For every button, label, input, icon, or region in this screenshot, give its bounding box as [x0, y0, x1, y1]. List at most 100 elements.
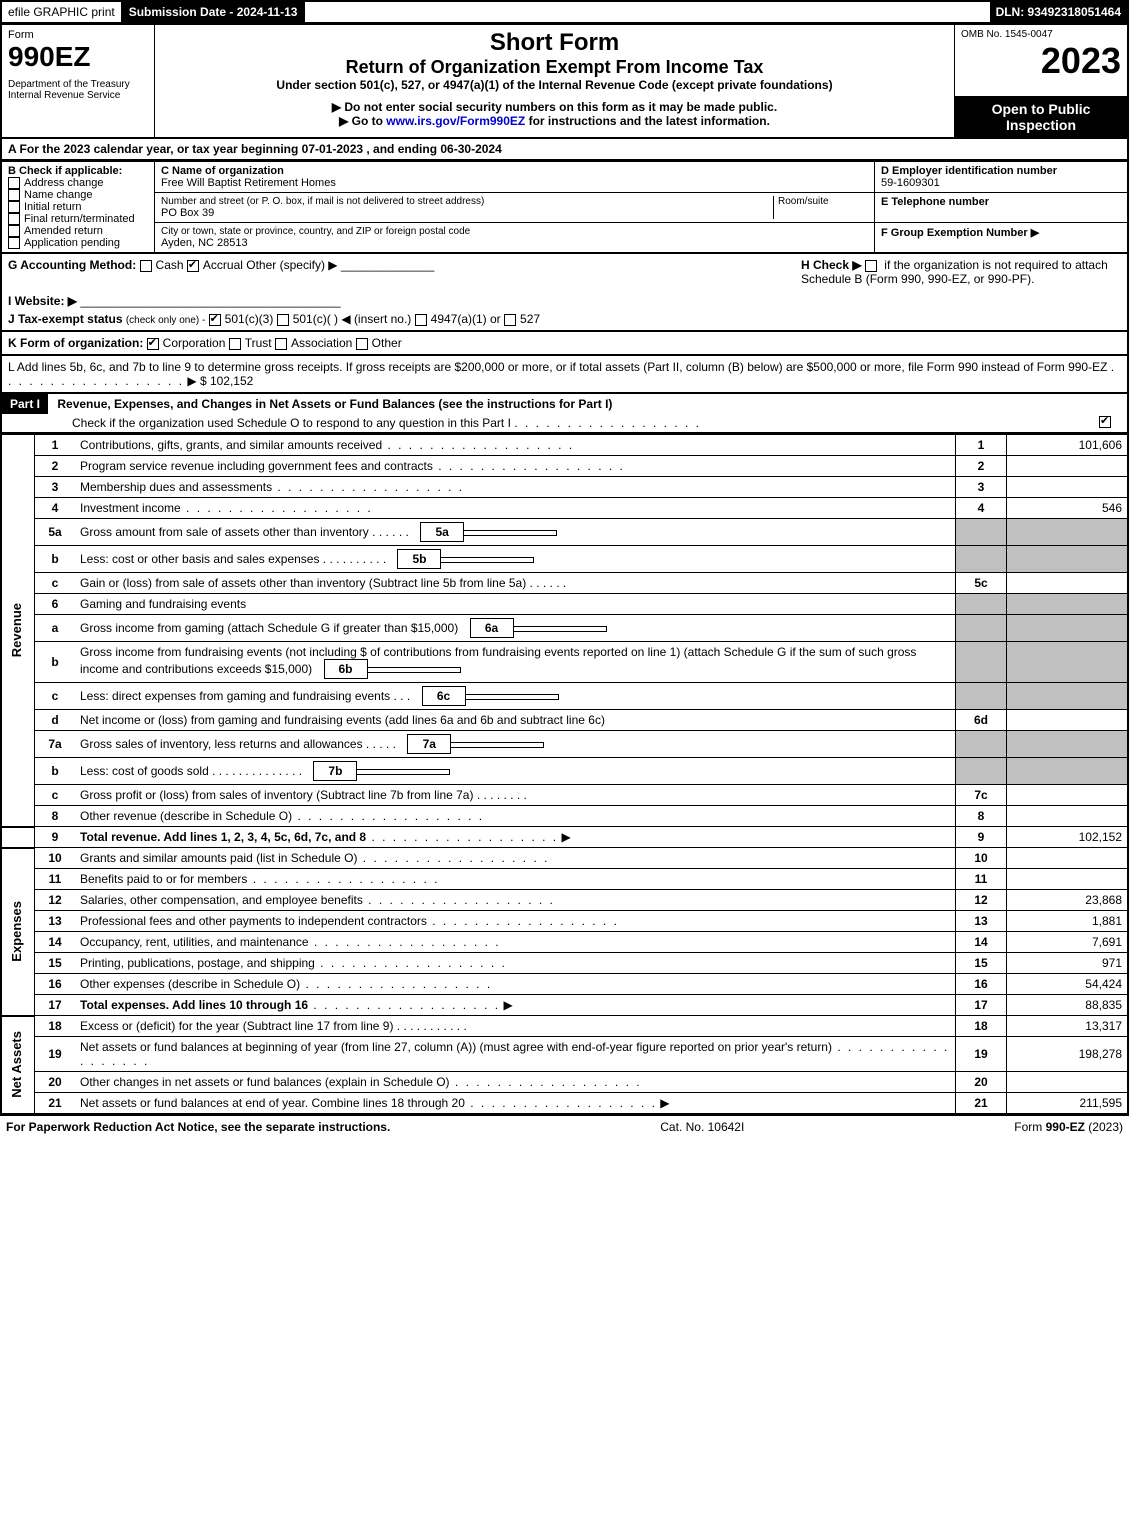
line-6c-num: c: [35, 683, 76, 710]
line-9-num: 9: [35, 827, 76, 848]
subtitle: Under section 501(c), 527, or 4947(a)(1)…: [161, 78, 948, 92]
check-final-return[interactable]: Final return/terminated: [8, 213, 148, 225]
line-3-ref: 3: [956, 477, 1007, 498]
line-6-num: 6: [35, 594, 76, 615]
line-18-ref: 18: [956, 1016, 1007, 1037]
line-18-val: 13,317: [1007, 1016, 1129, 1037]
city-state-zip: Ayden, NC 28513: [161, 237, 868, 249]
check-cash[interactable]: [140, 260, 152, 272]
short-form-title: Short Form: [161, 29, 948, 57]
line-5c-val: [1007, 573, 1129, 594]
line-2-ref: 2: [956, 456, 1007, 477]
line-5a-desc: Gross amount from sale of assets other t…: [75, 519, 956, 546]
line-20-desc: Other changes in net assets or fund bala…: [75, 1072, 956, 1093]
line-21-num: 21: [35, 1093, 76, 1115]
check-other-org[interactable]: [356, 338, 368, 350]
omb-number: OMB No. 1545-0047: [961, 29, 1121, 40]
line-4-val: 546: [1007, 498, 1129, 519]
dept-treasury: Department of the Treasury Internal Reve…: [8, 79, 148, 101]
line-2-val: [1007, 456, 1129, 477]
netassets-side-label: Net Assets: [7, 1027, 26, 1102]
line-6b-num: b: [35, 642, 76, 683]
line-19-desc: Net assets or fund balances at beginning…: [75, 1037, 956, 1072]
line-7c-val: [1007, 785, 1129, 806]
line-14-num: 14: [35, 932, 76, 953]
line-7b-val: [1007, 758, 1129, 785]
line-12-num: 12: [35, 890, 76, 911]
check-4947[interactable]: [415, 314, 427, 326]
line-9-desc: Total revenue. Add lines 1, 2, 3, 4, 5c,…: [75, 827, 956, 848]
line-7c-ref: 7c: [956, 785, 1007, 806]
line-17-val: 88,835: [1007, 995, 1129, 1016]
info-table: B Check if applicable: Address change Na…: [0, 161, 1129, 255]
room-suite-label: Room/suite: [773, 196, 868, 219]
line-6-ref: [956, 594, 1007, 615]
city-label: City or town, state or province, country…: [161, 226, 868, 237]
check-corporation[interactable]: [147, 338, 159, 350]
line-8-desc: Other revenue (describe in Schedule O): [75, 806, 956, 827]
check-501c3[interactable]: [209, 314, 221, 326]
line-11-val: [1007, 869, 1129, 890]
main-title: Return of Organization Exempt From Incom…: [161, 57, 948, 78]
line-6d-ref: 6d: [956, 710, 1007, 731]
revenue-side-label: Revenue: [7, 599, 26, 661]
line-6a-ref: [956, 615, 1007, 642]
form-word: Form: [8, 29, 148, 41]
check-527[interactable]: [504, 314, 516, 326]
check-application-pending[interactable]: Application pending: [8, 237, 148, 249]
line-7b-num: b: [35, 758, 76, 785]
footer-left: For Paperwork Reduction Act Notice, see …: [6, 1120, 390, 1134]
line-6d-desc: Net income or (loss) from gaming and fun…: [75, 710, 956, 731]
line-13-ref: 13: [956, 911, 1007, 932]
line-3-num: 3: [35, 477, 76, 498]
line-15-val: 971: [1007, 953, 1129, 974]
line-16-ref: 16: [956, 974, 1007, 995]
line-5b-ref: [956, 546, 1007, 573]
line-20-num: 20: [35, 1072, 76, 1093]
footer-center: Cat. No. 10642I: [660, 1120, 744, 1134]
line-7a-num: 7a: [35, 731, 76, 758]
line-6c-ref: [956, 683, 1007, 710]
line-16-num: 16: [35, 974, 76, 995]
box-c-name-label: C Name of organization: [161, 165, 868, 177]
goto-link[interactable]: ▶ Go to www.irs.gov/Form990EZ for instru…: [161, 114, 948, 128]
efile-print[interactable]: efile GRAPHIC print: [2, 2, 123, 22]
line-15-num: 15: [35, 953, 76, 974]
line-6a-desc: Gross income from gaming (attach Schedul…: [75, 615, 956, 642]
check-initial-return[interactable]: Initial return: [8, 201, 148, 213]
box-f-label: F Group Exemption Number ▶: [881, 226, 1121, 239]
line-5c-desc: Gain or (loss) from sale of assets other…: [75, 573, 956, 594]
check-501c[interactable]: [277, 314, 289, 326]
check-amended-return[interactable]: Amended return: [8, 225, 148, 237]
box-j-label: J Tax-exempt status: [8, 312, 123, 326]
check-schedule-b[interactable]: [865, 260, 877, 272]
line-7b-ref: [956, 758, 1007, 785]
check-association[interactable]: [275, 338, 287, 350]
box-h-label: H Check ▶: [801, 258, 862, 272]
line-7b-desc: Less: cost of goods sold . . . . . . . .…: [75, 758, 956, 785]
line-17-desc: Total expenses. Add lines 10 through 16 …: [75, 995, 956, 1016]
top-bar: efile GRAPHIC print Submission Date - 20…: [0, 0, 1129, 24]
check-accrual[interactable]: [187, 260, 199, 272]
check-name-change[interactable]: Name change: [8, 189, 148, 201]
box-k-label: K Form of organization:: [8, 336, 143, 350]
line-10-desc: Grants and similar amounts paid (list in…: [75, 848, 956, 869]
line-12-desc: Salaries, other compensation, and employ…: [75, 890, 956, 911]
line-7c-num: c: [35, 785, 76, 806]
line-5c-ref: 5c: [956, 573, 1007, 594]
line-13-desc: Professional fees and other payments to …: [75, 911, 956, 932]
line-8-ref: 8: [956, 806, 1007, 827]
check-address-change[interactable]: Address change: [8, 177, 148, 189]
part1-check-text: Check if the organization used Schedule …: [72, 416, 511, 430]
check-schedule-o[interactable]: [1099, 416, 1111, 428]
box-e-label: E Telephone number: [881, 196, 1121, 208]
line-16-val: 54,424: [1007, 974, 1129, 995]
line-13-val: 1,881: [1007, 911, 1129, 932]
dln: DLN: 93492318051464: [990, 2, 1127, 22]
box-b-label: B Check if applicable:: [8, 165, 148, 177]
line-8-val: [1007, 806, 1129, 827]
line-6c-val: [1007, 683, 1129, 710]
line-1-num: 1: [35, 435, 76, 456]
check-trust[interactable]: [229, 338, 241, 350]
irs-link[interactable]: www.irs.gov/Form990EZ: [386, 114, 525, 128]
